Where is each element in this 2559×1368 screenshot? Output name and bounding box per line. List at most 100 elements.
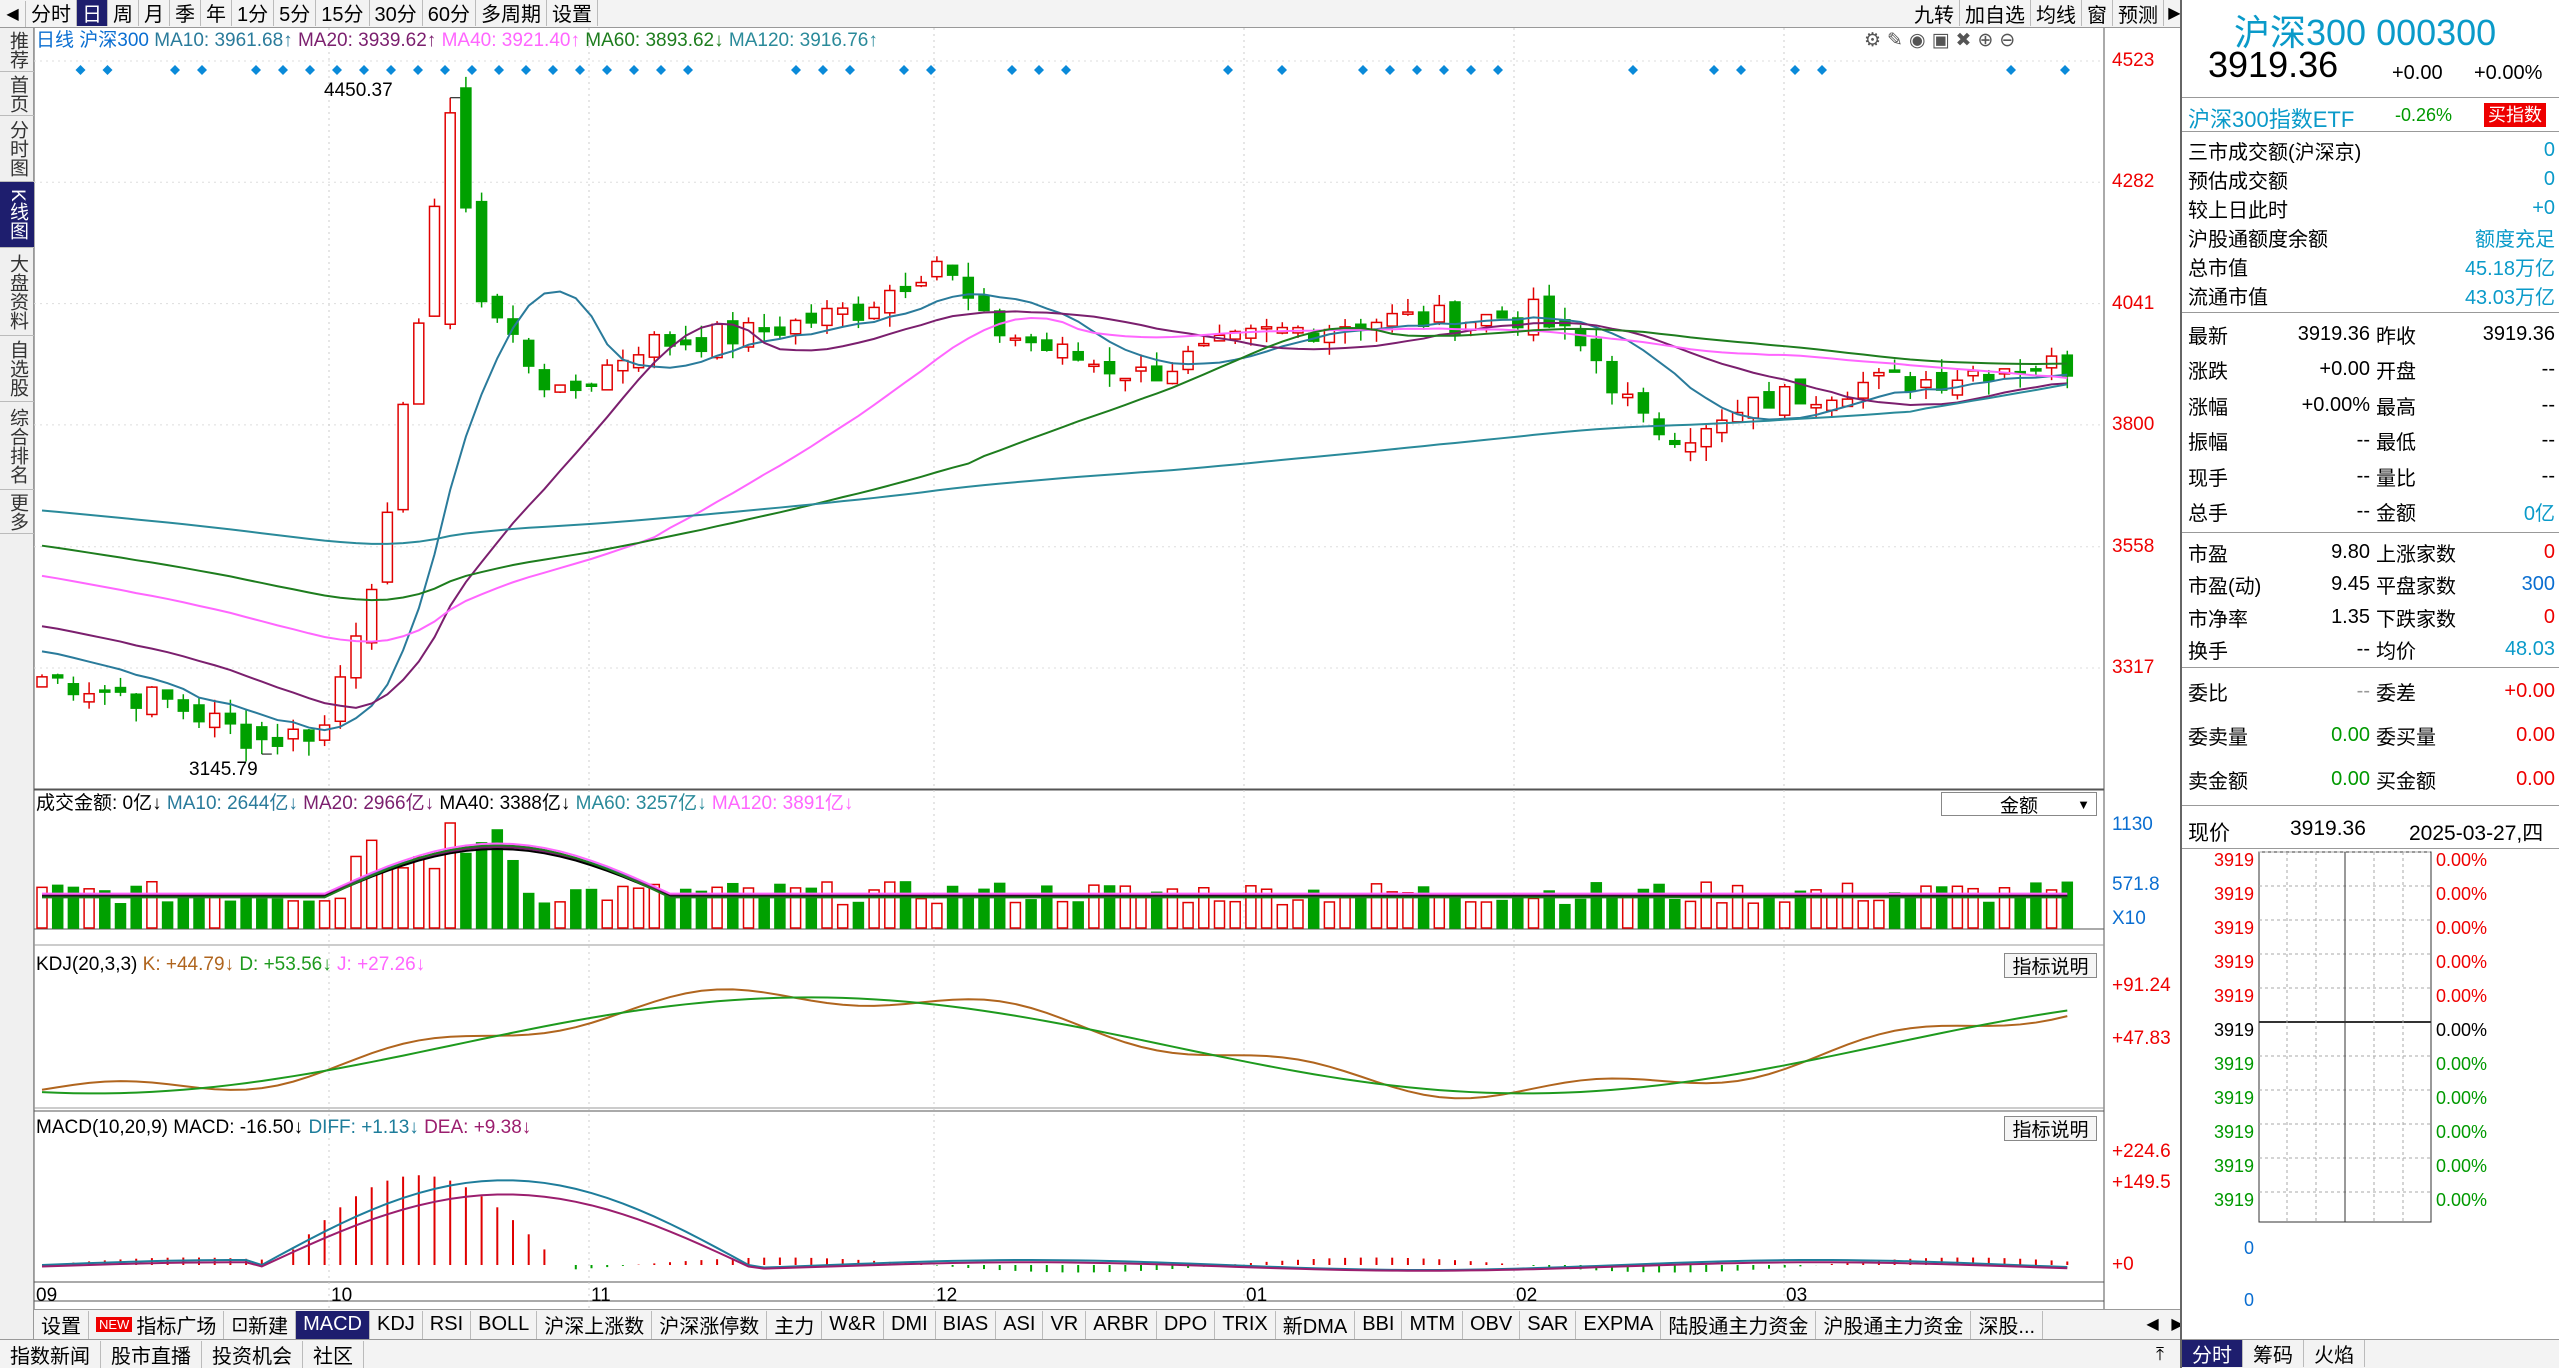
price_axis-tick: 4523 <box>2112 50 2155 71</box>
scroll-top-icon[interactable]: ⤒ <box>2156 1343 2164 1364</box>
indicator-tab-6[interactable]: BOLL <box>471 1310 538 1339</box>
panel-tab-2[interactable]: 火焰 <box>2304 1340 2365 1367</box>
volume-bar <box>2061 881 2074 929</box>
candle <box>1920 370 1932 400</box>
volume-bar <box>1590 882 1603 929</box>
etf-link[interactable]: 沪深300指数ETF <box>2188 107 2355 132</box>
volume-type-select[interactable]: 金额 ▼ <box>1941 792 2097 817</box>
period-btn-4[interactable]: 季 <box>170 0 201 26</box>
indicator-tab-22[interactable]: SAR <box>1520 1310 1577 1339</box>
indicator-tab-5[interactable]: RSI <box>423 1310 472 1339</box>
toolbar-right-btn-2[interactable]: 均线 <box>2031 0 2082 27</box>
bottom-link-3[interactable]: 社区 <box>303 1340 364 1368</box>
candle <box>1402 298 1414 316</box>
indicator-tab-10[interactable]: W&R <box>822 1310 884 1339</box>
tab-scroll-left-icon[interactable]: ◀ <box>2146 1316 2159 1333</box>
settings-icon[interactable]: ⚙ <box>1864 30 1888 51</box>
nav-item-3[interactable]: K线图 <box>0 182 34 248</box>
indicator-tab-3[interactable]: MACD <box>296 1310 370 1339</box>
candle <box>240 709 252 762</box>
kline-chart-area[interactable]: 日线 沪深300 MA10: 3961.68↑ MA20: 3939.62↑ M… <box>33 28 2190 1318</box>
indicator-tab-21[interactable]: OBV <box>1463 1310 1521 1339</box>
bottom-link-0[interactable]: 指数新闻 <box>0 1340 101 1368</box>
period-btn-9[interactable]: 30分 <box>370 0 423 26</box>
indicator-tab-0[interactable]: 设置 <box>34 1310 89 1339</box>
date-tick: 12 <box>936 1285 958 1306</box>
indicator-tab-2[interactable]: ⊡ 新建 <box>224 1310 297 1339</box>
indicator-tab-9[interactable]: 主力 <box>767 1310 823 1339</box>
indicator-tab-8[interactable]: 沪深涨停数 <box>652 1310 768 1339</box>
candles <box>36 76 2074 762</box>
zoom-out-icon[interactable]: ⊖ <box>1999 30 2022 51</box>
period-btn-1[interactable]: 日 <box>77 0 108 26</box>
indicator-tab-15[interactable]: ARBR <box>1086 1310 1157 1339</box>
ladder-price: 3919 <box>2214 884 2254 904</box>
period-btn-7[interactable]: 5分 <box>274 0 317 26</box>
bottom-link-1[interactable]: 股市直播 <box>101 1340 202 1368</box>
candle <box>51 673 64 684</box>
toolbar-right-btn-4[interactable]: 预测 <box>2113 0 2164 27</box>
ma-line <box>41 326 2068 602</box>
indicator-tab-19[interactable]: BBI <box>1355 1310 1403 1339</box>
period-btn-10[interactable]: 60分 <box>423 0 476 26</box>
volume-bar <box>271 898 284 929</box>
nav-item-7[interactable]: 更多 <box>0 490 34 534</box>
indicator-tab-18[interactable]: 新DMA <box>1276 1310 1356 1339</box>
volume-bar <box>522 892 535 929</box>
volume-bar <box>868 889 880 929</box>
period-btn-3[interactable]: 月 <box>139 0 170 26</box>
period-btn-6[interactable]: 1分 <box>232 0 275 26</box>
quote-cell: -- <box>2541 393 2555 416</box>
indicator-tab-7[interactable]: 沪深上涨数 <box>537 1310 653 1339</box>
period-btn-11[interactable]: 多周期 <box>476 0 547 26</box>
indicator-tab-24[interactable]: 陆股通主力资金 <box>1661 1310 1817 1339</box>
volume-bar <box>1307 889 1320 929</box>
period-btn-0[interactable]: 分时 <box>26 0 77 26</box>
lock-icon[interactable]: ▣ <box>1931 30 1956 51</box>
nav-item-5[interactable]: 自选股 <box>0 336 34 402</box>
indicator-tab-25[interactable]: 沪股通主力资金 <box>1816 1310 1972 1339</box>
zoom-in-icon[interactable]: ⊕ <box>1977 30 2000 51</box>
stat-label: 预估成交额 <box>2188 170 2288 193</box>
macd-explain-button[interactable]: 指标说明 <box>2004 1116 2097 1141</box>
valuation-cell: 平盘家数 <box>2376 576 2456 598</box>
volume-bar <box>1857 900 1869 929</box>
eye-icon[interactable]: ◉ <box>1908 30 1932 51</box>
toolbar-right-btn-0[interactable]: 九转 <box>1909 0 1960 27</box>
delete-icon[interactable]: ✖ <box>1955 30 1978 51</box>
period-btn-5[interactable]: 年 <box>201 0 232 26</box>
indicator-tab-13[interactable]: ASI <box>996 1310 1044 1339</box>
indicator-tab-1[interactable]: NEW 指标广场 <box>89 1310 225 1339</box>
nav-item-1[interactable]: 首页 <box>0 72 34 116</box>
date-tick: 09 <box>36 1285 58 1306</box>
indicator-tab-12[interactable]: BIAS <box>936 1310 997 1339</box>
bottom-link-2[interactable]: 投资机会 <box>202 1340 303 1368</box>
candle <box>428 198 441 317</box>
panel-tab-0[interactable]: 分时 <box>2182 1340 2243 1367</box>
volume-bars <box>36 822 2074 929</box>
volume-bar <box>617 885 629 929</box>
nav-item-0[interactable]: 推荐 <box>0 28 34 72</box>
ladder-price: 3919 <box>2214 986 2254 1006</box>
nav-item-6[interactable]: 综合排名 <box>0 402 34 490</box>
indicator-tab-14[interactable]: VR <box>1043 1310 1087 1339</box>
indicator-tab-4[interactable]: KDJ <box>370 1310 423 1339</box>
draw-pen-icon[interactable]: ✎ <box>1887 30 1909 51</box>
panel-tab-1[interactable]: 筹码 <box>2243 1340 2304 1367</box>
indicator-tab-23[interactable]: EXPMA <box>1576 1310 1662 1339</box>
period-btn-8[interactable]: 15分 <box>316 0 370 26</box>
indicator-tab-20[interactable]: MTM <box>1402 1310 1463 1339</box>
period-btn-12[interactable]: 设置 <box>547 0 598 26</box>
buy-index-button[interactable]: 买指数 <box>2484 103 2546 127</box>
indicator-tab-26[interactable]: 深股... <box>1971 1310 2044 1339</box>
indicator-tab-16[interactable]: DPO <box>1157 1310 1216 1339</box>
period-btn-2[interactable]: 周 <box>108 0 139 26</box>
toolbar-right-btn-1[interactable]: 加自选 <box>1960 0 2031 27</box>
nav-item-4[interactable]: 大盘资料 <box>0 248 34 336</box>
toolbar-right-btn-3[interactable]: 窗 <box>2082 0 2113 27</box>
toolbar-left-arrow-icon[interactable]: ◀ <box>0 0 26 27</box>
nav-item-2[interactable]: 分时图 <box>0 116 34 182</box>
indicator-tab-17[interactable]: TRIX <box>1215 1310 1276 1339</box>
kdj-explain-button[interactable]: 指标说明 <box>2004 953 2097 978</box>
indicator-tab-11[interactable]: DMI <box>884 1310 936 1339</box>
